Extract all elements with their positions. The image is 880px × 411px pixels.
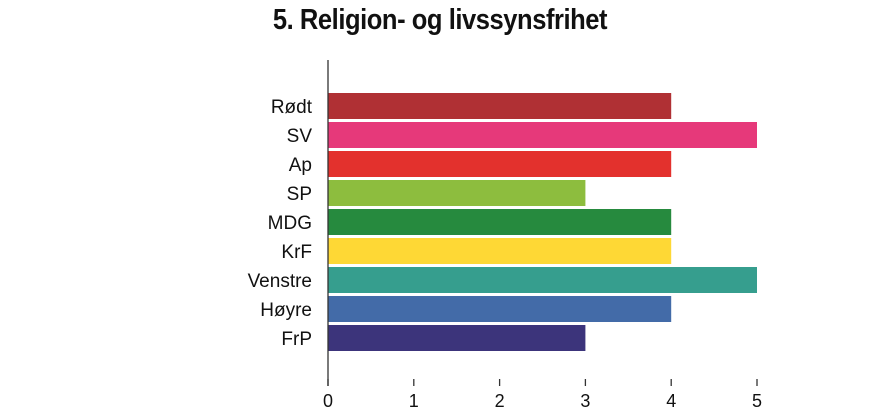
category-label: Ap	[289, 155, 312, 176]
bar-venstre	[328, 267, 757, 293]
x-tick-label: 3	[580, 391, 590, 411]
x-tick-label: 4	[666, 391, 676, 411]
bar-rødt	[328, 93, 672, 119]
x-tick-label: 2	[495, 391, 505, 411]
category-label: MDG	[268, 213, 312, 234]
chart-title: 5. Religion- og livssynsfrihet	[272, 4, 608, 36]
bar-ap	[328, 151, 672, 177]
category-label: KrF	[281, 242, 312, 263]
category-label: Rødt	[271, 97, 313, 118]
x-tick-label: 5	[752, 391, 762, 411]
category-label: Høyre	[260, 300, 312, 321]
bar-krf	[328, 238, 672, 264]
x-tick-label: 0	[323, 391, 333, 411]
category-label: FrP	[281, 329, 312, 350]
category-label: SV	[287, 126, 313, 147]
category-label: SP	[287, 184, 312, 205]
bar-høyre	[328, 296, 672, 322]
bar-mdg	[328, 209, 672, 235]
bar-frp	[328, 325, 586, 351]
bar-sv	[328, 122, 757, 148]
bar-sp	[328, 180, 586, 206]
category-label: Venstre	[248, 271, 312, 292]
x-tick-label: 1	[409, 391, 419, 411]
